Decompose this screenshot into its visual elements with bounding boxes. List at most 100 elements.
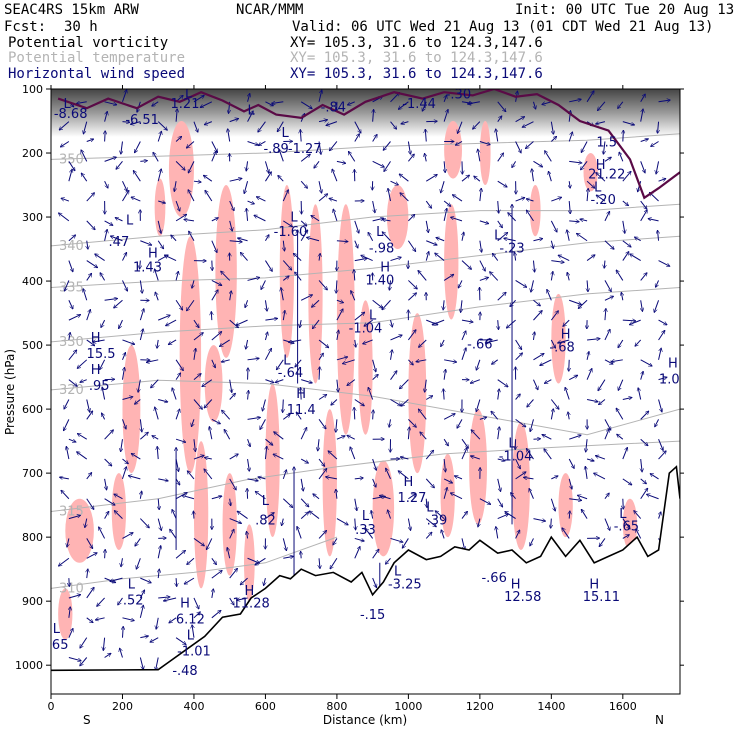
wind-vector (333, 209, 338, 222)
wind-vector (641, 300, 643, 311)
wind-vector (275, 379, 284, 383)
pv-extremum-label: L (185, 86, 193, 101)
wind-vector (498, 200, 499, 213)
wind-vector (319, 141, 321, 154)
wind-vector (462, 232, 464, 241)
wind-vector (419, 339, 427, 347)
wind-vector (638, 388, 642, 400)
pv-region (122, 345, 141, 474)
wind-vector (255, 491, 266, 500)
wind-vector (443, 274, 454, 281)
wind-vector (175, 550, 185, 559)
wind-vector (569, 99, 581, 103)
wind-vector (175, 409, 180, 420)
wind-vector (634, 511, 642, 519)
wind-vector (277, 121, 284, 132)
x-tick-label: 0 (48, 700, 55, 713)
wind-vector (318, 120, 327, 122)
wind-vector (77, 102, 87, 104)
wind-vector (194, 348, 196, 360)
wind-vector (318, 339, 329, 348)
wind-vector (354, 407, 355, 420)
wind-vector (426, 498, 427, 508)
wind-vector (265, 379, 273, 383)
y-tick-label: 200 (22, 147, 43, 160)
wind-vector (237, 597, 248, 600)
wind-vector (551, 261, 564, 263)
pv-extremum-label: -.89 (263, 142, 288, 157)
wind-vector (391, 350, 393, 360)
wind-vector (229, 518, 242, 524)
wind-vector (209, 427, 213, 440)
wind-vector (100, 359, 106, 370)
wind-vector (568, 478, 572, 489)
wind-vector (281, 288, 284, 301)
pv-region (336, 204, 355, 435)
wind-vector (211, 141, 218, 152)
wind-vector (526, 210, 534, 222)
wind-vector (640, 488, 648, 500)
wind-vector (83, 121, 88, 134)
wind-vector (586, 255, 595, 261)
wind-vector (204, 469, 213, 480)
wind-vector (568, 375, 577, 381)
wind-vector (372, 458, 377, 470)
wind-vector (83, 289, 88, 301)
wind-vector (273, 454, 284, 460)
pv-extremum-label: 1.0 (659, 372, 680, 387)
wind-vector (136, 558, 141, 569)
pv-region (154, 178, 166, 237)
pv-extremum-label: L (394, 565, 402, 580)
wind-vector (221, 271, 231, 281)
wind-vector (354, 498, 357, 511)
pv-extremum-label: -1.27 (288, 142, 322, 157)
wind-vector (265, 513, 274, 519)
wind-vector (229, 454, 239, 460)
wind-vector (479, 220, 489, 224)
pv-extremum-label: 15.11 (583, 590, 620, 605)
wind-vector (282, 518, 284, 526)
wind-vector (515, 394, 521, 400)
wind-vector (604, 329, 610, 341)
wind-vector (622, 535, 629, 539)
wind-vector (479, 260, 485, 272)
wind-vector (187, 557, 195, 564)
wind-vector (211, 610, 221, 619)
wind-vector (389, 280, 390, 290)
wind-vector (400, 193, 409, 202)
wind-vector (515, 339, 522, 350)
wind-vector (425, 153, 427, 162)
wind-vector (515, 252, 516, 261)
pv-region (444, 204, 459, 320)
wind-vector (318, 469, 327, 480)
wind-vector (300, 130, 301, 142)
wind-vector (204, 399, 213, 408)
wind-vector (455, 141, 463, 145)
wind-vector (247, 200, 255, 204)
wind-vector (425, 518, 436, 527)
wind-vector (622, 447, 628, 460)
wind-vector (104, 220, 113, 226)
wind-vector (122, 190, 128, 202)
wind-vector (175, 359, 183, 371)
wind-vector (478, 518, 480, 527)
wind-vector (86, 411, 93, 420)
wind-vector (182, 495, 195, 500)
wind-vector (248, 458, 250, 471)
wind-vector (526, 199, 534, 201)
wind-vector (658, 121, 659, 134)
wind-vector (425, 129, 426, 142)
wind-vector (474, 176, 481, 182)
theta-contour-label: 350 (59, 152, 84, 167)
wind-vector (193, 319, 199, 328)
wind-vector (388, 188, 392, 202)
wind-vector (348, 151, 356, 162)
wind-vector (654, 300, 660, 312)
wind-vector (372, 374, 379, 381)
wind-vector (618, 339, 624, 348)
wind-vector (425, 450, 433, 460)
wind-vector (211, 359, 216, 368)
wind-vector (265, 172, 271, 182)
wind-vector (550, 220, 557, 232)
pv-extremum-label: L (290, 211, 298, 226)
